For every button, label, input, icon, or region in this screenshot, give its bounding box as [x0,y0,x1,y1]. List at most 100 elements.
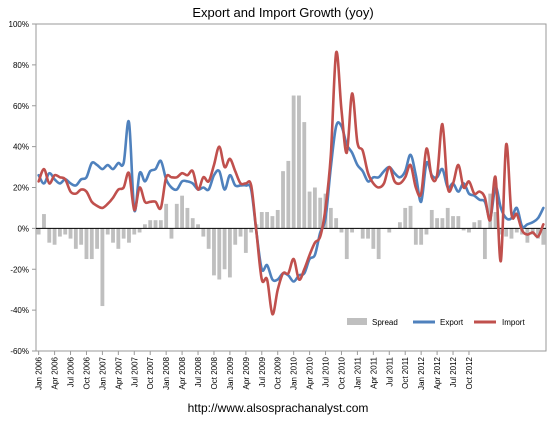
x-tick-label: Jan 2010 [290,356,299,389]
spread-bar [413,228,418,245]
spread-bar [312,187,317,229]
spread-bar [105,228,110,235]
y-tick-label: -40% [10,306,29,315]
spread-bar [190,218,195,229]
spread-bar [445,207,450,229]
spread-bar [472,222,477,229]
spread-bar [132,228,137,235]
spread-bar [238,228,243,237]
x-tick-label: Oct 2006 [82,356,91,389]
spread-bar [514,228,519,233]
x-tick-label: Apr 2008 [178,356,187,389]
spread-bar [366,228,370,239]
x-tick-label: Apr 2010 [306,356,315,389]
spread-bar [111,228,115,243]
spread-bar [57,228,62,237]
x-tick-label: Jan 2007 [98,356,107,389]
spread-bar [302,122,307,229]
spread-bar [360,228,365,239]
spread-bar [201,228,206,237]
x-tick-label: Oct 2009 [274,356,283,389]
spread-bar [350,228,354,233]
spread-bar [376,228,381,260]
x-tick-label: Jan 2009 [226,356,235,389]
lines-layer [37,50,545,316]
spread-bar [180,195,184,229]
y-tick-label: 80% [13,61,29,70]
spread-bar [403,207,408,229]
x-tick-label: Apr 2009 [242,356,251,389]
x-axis-ticks: Jan 2006 Apr 2006 Jul 2006 Oct 2006 Jan 2007… [35,351,474,390]
spread-bar [174,203,179,229]
spread-bar [196,224,200,229]
spread-bar [73,228,78,249]
x-tick-label: Oct 2011 [401,356,410,388]
spread-bar [47,228,52,243]
spread-bar [493,212,498,229]
spread-bar [334,218,339,229]
x-tick-label: Jan 2011 [353,356,362,389]
spread-bar [371,228,376,249]
spread-bar [121,228,126,239]
x-tick-label: Jul 2006 [67,356,76,387]
chart-title: Export and Import Growth (yoy) [192,5,373,20]
y-tick-label: -20% [10,265,29,274]
legend-swatch-spread [347,318,367,325]
spread-bar [169,228,174,239]
spread-bar [137,228,142,233]
spread-bar [212,228,216,276]
x-tick-label: Jul 2009 [258,356,267,387]
spread-bar [456,216,461,229]
spread-bar [52,228,57,245]
x-tick-label: Oct 2012 [465,356,474,389]
spread-bar [158,220,163,229]
legend-label-import: Import [502,318,525,327]
spread-bar [206,228,211,249]
spread-bar [227,228,232,278]
spread-bar [42,214,46,229]
spread-bar [233,228,238,245]
y-tick-label: 0% [17,224,29,233]
spread-bar [142,224,147,229]
spread-bar [127,228,131,243]
x-tick-label: Apr 2007 [114,356,123,389]
legend: Spread Export Import [347,318,525,327]
spread-bar [397,222,402,229]
spread-bar [36,228,41,235]
export-line [37,120,545,283]
spread-bar [498,228,503,235]
x-tick-label: Apr 2011 [369,356,378,388]
spread-bar [451,216,455,229]
x-tick-label: Jan 2012 [417,356,426,389]
y-tick-label: 20% [13,184,29,193]
spread-bar [84,228,89,260]
spread-bar [281,171,285,229]
x-tick-label: Jul 2008 [194,356,203,387]
footer-url[interactable]: http://www.alsosprachanalyst.com [188,401,369,415]
spread-bar [68,228,73,239]
spread-bar [461,228,466,231]
legend-label-spread: Spread [372,318,398,327]
spread-bar [541,228,546,245]
spread-bar [387,228,392,233]
spread-bar [482,228,487,260]
spread-bar [185,207,190,229]
spread-bar [339,228,344,233]
x-tick-label: Oct 2010 [337,356,346,389]
spread-bar [270,216,275,229]
spread-bar [477,220,482,229]
spread-bar [79,228,84,245]
spread-bar [440,218,445,229]
spread-bar [100,228,105,307]
y-tick-label: -60% [10,347,29,356]
spread-bar [275,209,280,229]
spread-bar [307,191,312,229]
legend-label-export: Export [440,318,464,327]
spread-bar [297,95,301,229]
spread-bar [488,193,493,229]
spread-bar [344,228,349,260]
y-tick-label: 60% [13,102,29,111]
x-tick-label: Oct 2007 [146,356,155,389]
spread-bar [408,205,413,229]
